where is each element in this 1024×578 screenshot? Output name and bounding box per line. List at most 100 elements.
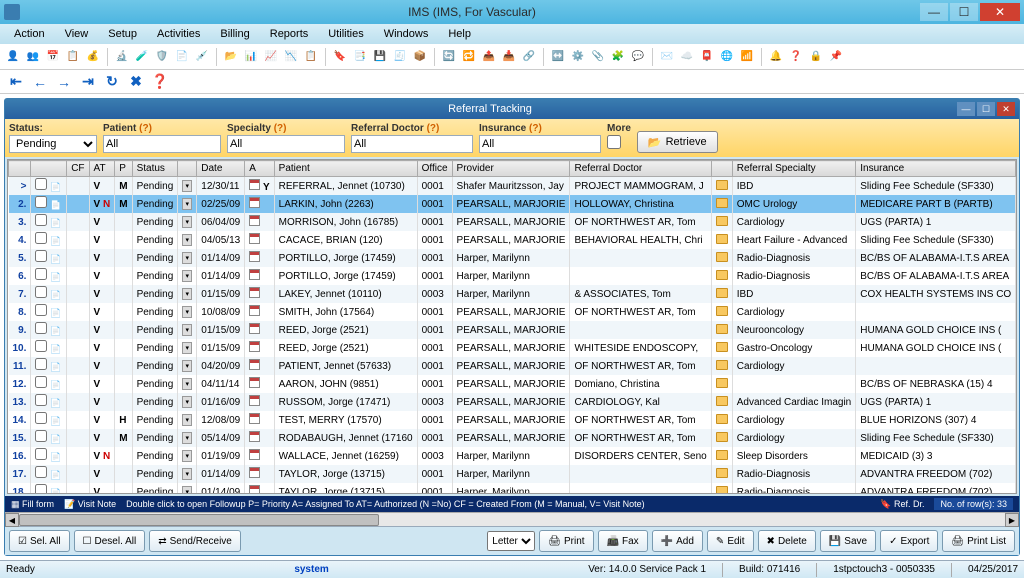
column-header[interactable]: Referral Specialty xyxy=(732,161,856,177)
toolbar-button-7[interactable]: 🛡️ xyxy=(153,48,171,66)
status-dropdown[interactable]: ▾ xyxy=(182,432,192,444)
table-row[interactable]: 11. 📄VPending▾04/20/09 PATIENT, Jennet (… xyxy=(9,357,1018,375)
toolbar-button-34[interactable]: 📶 xyxy=(738,48,756,66)
column-header[interactable] xyxy=(31,161,67,177)
deselect-all-button[interactable]: ☐ Desel. All xyxy=(74,530,146,552)
row-checkbox[interactable] xyxy=(35,448,47,460)
table-row[interactable]: 18. 📄VPending▾01/14/09 TAYLOR, Jorge (13… xyxy=(9,483,1018,494)
row-checkbox[interactable] xyxy=(35,430,47,442)
toolbar-button-10[interactable]: 📂 xyxy=(222,48,240,66)
status-dropdown[interactable]: ▾ xyxy=(182,450,192,462)
menu-reports[interactable]: Reports xyxy=(262,26,317,42)
toolbar-button-0[interactable]: 👤 xyxy=(4,48,22,66)
menu-help[interactable]: Help xyxy=(440,26,479,42)
menu-view[interactable]: View xyxy=(57,26,97,42)
specialty-input[interactable] xyxy=(227,135,345,153)
folder-icon[interactable] xyxy=(716,252,728,262)
column-header[interactable]: Insurance xyxy=(856,161,1016,177)
row-checkbox[interactable] xyxy=(35,394,47,406)
toolbar-button-12[interactable]: 📈 xyxy=(262,48,280,66)
toolbar-button-1[interactable]: 👥 xyxy=(24,48,42,66)
table-row[interactable]: 15. 📄VMPending▾05/14/09 RODABAUGH, Jenne… xyxy=(9,429,1018,447)
calendar-icon[interactable] xyxy=(249,233,260,244)
row-checkbox[interactable] xyxy=(35,466,47,478)
toolbar-button-29[interactable]: 💬 xyxy=(629,48,647,66)
column-header[interactable]: Office xyxy=(417,161,452,177)
toolbar-button-22[interactable]: 📤 xyxy=(480,48,498,66)
table-row[interactable]: > 📄VMPending▾12/30/11 YREFERRAL, Jennet … xyxy=(9,177,1018,196)
column-header[interactable] xyxy=(178,161,197,177)
horizontal-scrollbar[interactable]: ◀ ▶ xyxy=(5,512,1019,526)
row-checkbox[interactable] xyxy=(35,196,47,208)
nav-button-5[interactable]: ✖ xyxy=(126,73,146,91)
maximize-button[interactable]: ☐ xyxy=(950,3,978,21)
more-checkbox[interactable] xyxy=(607,135,621,149)
calendar-icon[interactable] xyxy=(249,197,260,208)
column-header[interactable]: Referral Doctor xyxy=(570,161,711,177)
status-dropdown[interactable]: ▾ xyxy=(182,252,192,264)
row-checkbox[interactable] xyxy=(35,322,47,334)
folder-icon[interactable] xyxy=(716,450,728,460)
row-checkbox[interactable] xyxy=(35,358,47,370)
row-checkbox[interactable] xyxy=(35,286,47,298)
table-row[interactable]: 17. 📄VPending▾01/14/09 TAYLOR, Jorge (13… xyxy=(9,465,1018,483)
toolbar-button-32[interactable]: 📮 xyxy=(698,48,716,66)
nav-button-1[interactable]: ← xyxy=(30,73,50,91)
toolbar-button-3[interactable]: 📋 xyxy=(64,48,82,66)
table-row[interactable]: 12. 📄VPending▾04/11/14 AARON, JOHN (9851… xyxy=(9,375,1018,393)
row-checkbox[interactable] xyxy=(35,178,47,190)
scroll-right-button[interactable]: ▶ xyxy=(1005,513,1019,527)
retrieve-button[interactable]: 📂Retrieve xyxy=(637,131,718,153)
toolbar-button-35[interactable]: 🔔 xyxy=(767,48,785,66)
status-dropdown[interactable]: ▾ xyxy=(182,180,192,192)
toolbar-button-27[interactable]: 📎 xyxy=(589,48,607,66)
column-header[interactable] xyxy=(711,161,732,177)
menu-activities[interactable]: Activities xyxy=(149,26,208,42)
toolbar-button-6[interactable]: 🧪 xyxy=(133,48,151,66)
calendar-icon[interactable] xyxy=(249,251,260,262)
table-row[interactable]: 6. 📄VPending▾01/14/09 PORTILLO, Jorge (1… xyxy=(9,267,1018,285)
panel-maximize-button[interactable]: ☐ xyxy=(977,102,995,116)
toolbar-button-23[interactable]: 📥 xyxy=(500,48,518,66)
row-checkbox[interactable] xyxy=(35,214,47,226)
row-checkbox[interactable] xyxy=(35,232,47,244)
calendar-icon[interactable] xyxy=(249,431,260,442)
calendar-icon[interactable] xyxy=(249,305,260,316)
row-checkbox[interactable] xyxy=(35,484,47,494)
status-dropdown[interactable]: ▾ xyxy=(182,288,192,300)
insurance-input[interactable] xyxy=(479,135,601,153)
column-header[interactable]: A xyxy=(245,161,274,177)
delete-button[interactable]: ✖ Delete xyxy=(758,530,816,552)
refdoc-input[interactable] xyxy=(351,135,473,153)
patient-input[interactable] xyxy=(103,135,221,153)
fax-button[interactable]: 📠 Fax xyxy=(598,530,648,552)
panel-close-button[interactable]: ✕ xyxy=(997,102,1015,116)
calendar-icon[interactable] xyxy=(249,215,260,226)
folder-icon[interactable] xyxy=(716,306,728,316)
minimize-button[interactable]: — xyxy=(920,3,948,21)
status-dropdown[interactable]: ▾ xyxy=(182,270,192,282)
folder-icon[interactable] xyxy=(716,432,728,442)
calendar-icon[interactable] xyxy=(249,341,260,352)
toolbar-button-2[interactable]: 📅 xyxy=(44,48,62,66)
calendar-icon[interactable] xyxy=(249,323,260,334)
close-button[interactable]: ✕ xyxy=(980,3,1020,21)
menu-utilities[interactable]: Utilities xyxy=(320,26,371,42)
folder-icon[interactable] xyxy=(716,270,728,280)
toolbar-button-33[interactable]: 🌐 xyxy=(718,48,736,66)
toolbar-button-19[interactable]: 📦 xyxy=(411,48,429,66)
scroll-thumb[interactable] xyxy=(19,514,379,526)
column-header[interactable]: Patient xyxy=(274,161,417,177)
table-row[interactable]: 2. 📄V NMPending▾02/25/09 LARKIN, John (2… xyxy=(9,195,1018,213)
calendar-icon[interactable] xyxy=(249,377,260,388)
folder-icon[interactable] xyxy=(716,198,728,208)
nav-button-4[interactable]: ↻ xyxy=(102,73,122,91)
toolbar-button-20[interactable]: 🔄 xyxy=(440,48,458,66)
nav-button-6[interactable]: ❓ xyxy=(150,73,170,91)
row-checkbox[interactable] xyxy=(35,268,47,280)
column-header[interactable]: Status xyxy=(132,161,178,177)
send-receive-button[interactable]: ⇄ Send/Receive xyxy=(149,530,241,552)
toolbar-button-36[interactable]: ❓ xyxy=(787,48,805,66)
folder-icon[interactable] xyxy=(716,342,728,352)
toolbar-button-25[interactable]: ↔️ xyxy=(549,48,567,66)
